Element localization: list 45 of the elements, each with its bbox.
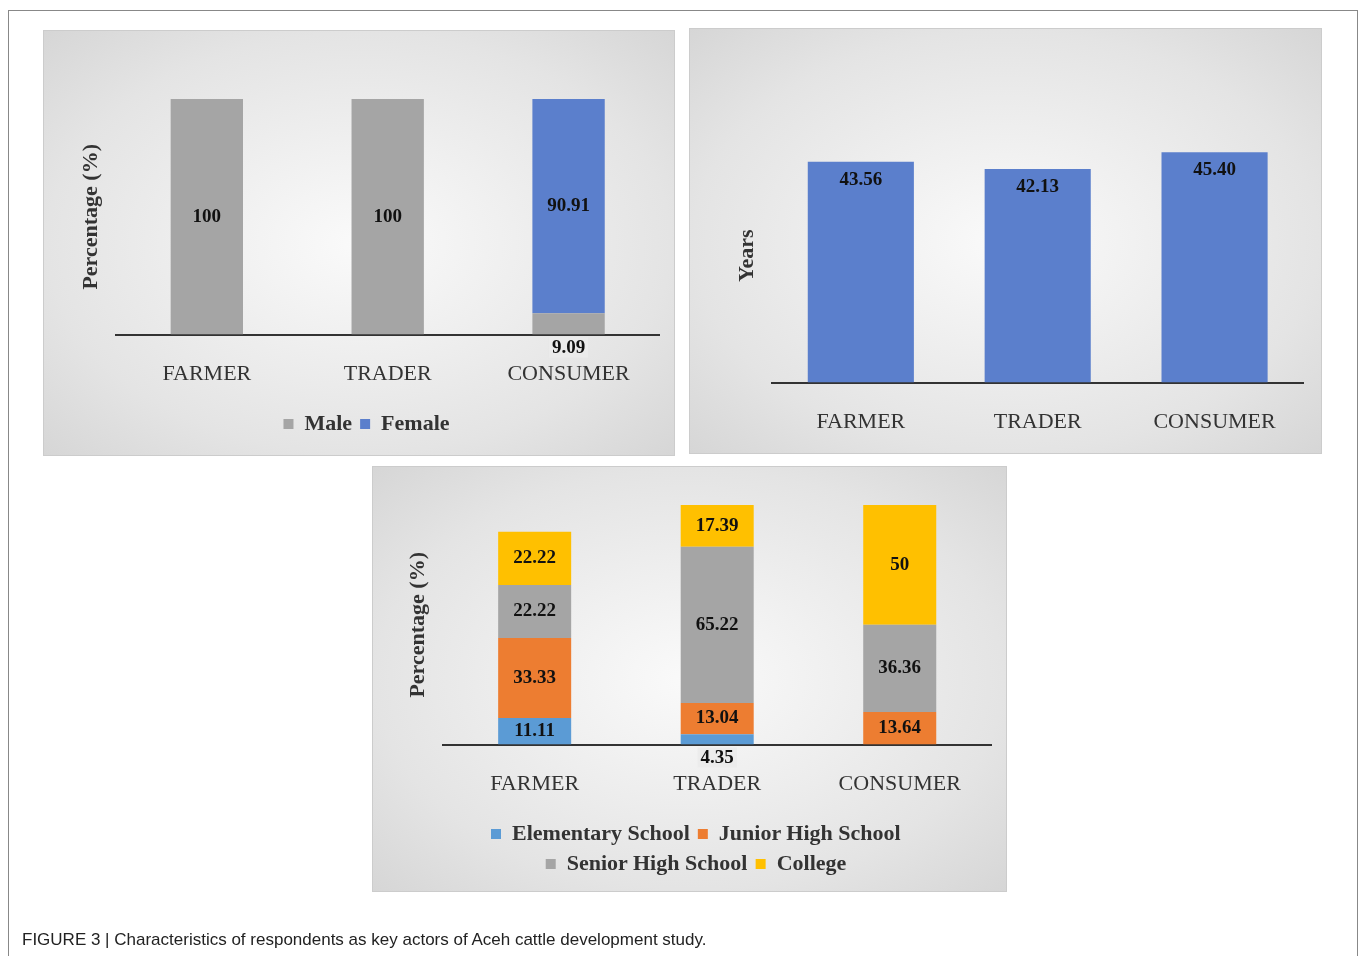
data-label: 90.91: [547, 194, 590, 215]
x-tick-label: TRADER: [673, 769, 762, 795]
legend-label: Male: [304, 409, 353, 435]
data-label: 4.35: [700, 745, 734, 767]
legend-label: Elementary School: [512, 819, 690, 845]
bar: [498, 584, 572, 639]
bar: [498, 638, 572, 718]
bar: [863, 505, 937, 625]
legend-label: Junior High School: [718, 819, 901, 845]
data-label: 100: [373, 204, 402, 226]
data-label: 65.22: [695, 612, 739, 634]
x-tick-label: FARMER: [816, 407, 906, 433]
y-axis-title: Years: [732, 229, 758, 283]
data-label: 45.40: [1193, 158, 1236, 180]
y-axis-title: Percentage (%): [76, 144, 102, 290]
legend-label: College: [776, 849, 847, 875]
data-label: 17.39: [695, 513, 739, 535]
x-tick-label: CONSUMER: [838, 769, 962, 795]
data-label: 13.64: [878, 716, 922, 738]
data-label: 11.11: [514, 719, 555, 741]
data-label: 50: [890, 552, 910, 574]
data-label: 22.22: [513, 546, 557, 568]
x-tick-label: TRADER: [993, 407, 1083, 433]
data-label: 13.04: [695, 706, 740, 728]
x-tick-label: FARMER: [162, 359, 252, 385]
data-label: 33.33: [513, 665, 557, 687]
bar: [863, 624, 937, 712]
data-label: 9.09: [551, 335, 586, 357]
data-label: 100: [192, 204, 222, 226]
legend-label: Female: [381, 409, 450, 435]
x-tick-label: FARMER: [490, 769, 580, 795]
y-axis-title: Percentage (%): [403, 552, 429, 698]
data-label: 22.22: [513, 599, 557, 621]
bar: [680, 505, 754, 547]
bar: [680, 546, 754, 703]
x-tick-label: CONSUMER: [507, 359, 631, 385]
data-label: 43.56: [839, 167, 883, 189]
bar: [680, 734, 754, 745]
data-label: 36.36: [878, 656, 922, 678]
bar: [498, 531, 572, 585]
data-label: 42.13: [1016, 174, 1060, 196]
caption: FIGURE 3 | Characteristics of respondents as key actors of Aceh cattle development study.: [22, 930, 707, 950]
x-tick-label: TRADER: [343, 359, 433, 385]
legend-label: Senior High School: [566, 849, 748, 875]
x-tick-label: CONSUMER: [1153, 407, 1277, 433]
